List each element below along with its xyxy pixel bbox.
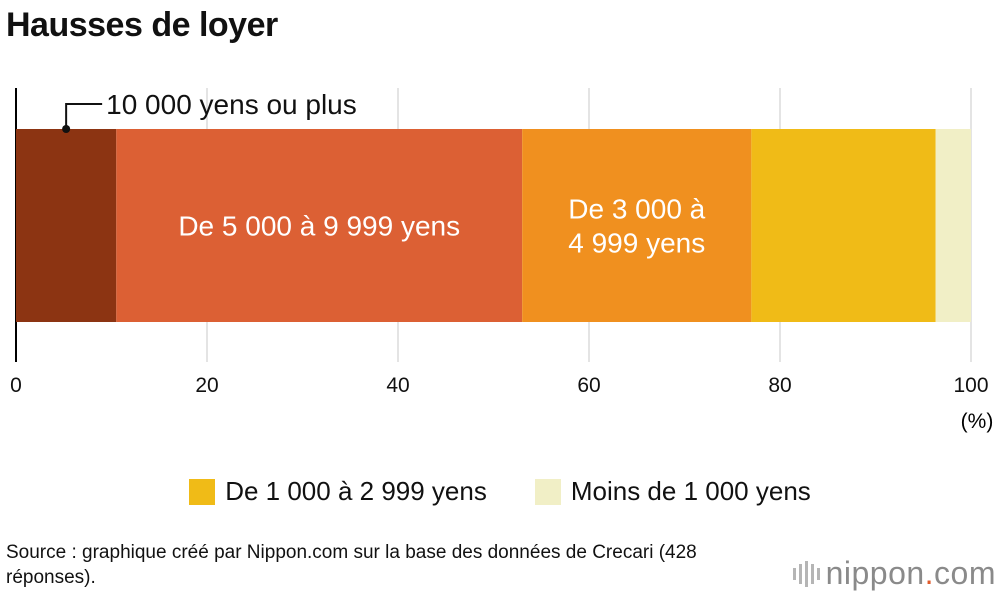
callout-dot	[62, 125, 71, 133]
tick-label-100: 100	[953, 374, 988, 397]
logo-suffix: com	[934, 555, 996, 591]
legend-label: Moins de 1 000 yens	[570, 476, 811, 506]
bar-segments	[16, 129, 971, 322]
tick-label-0: 0	[10, 374, 22, 397]
bar-segment-4	[935, 129, 971, 322]
stacked-bar-chart: 10 000 yens ou plus De 5 000 à 9 999 yens…	[10, 88, 994, 433]
x-unit-label: (%)	[961, 410, 994, 433]
bar-segment-3	[751, 129, 936, 322]
legend: De 1 000 à 2 999 yens Moins de 1 000 yens	[0, 476, 1000, 507]
tick-label-80: 80	[768, 374, 791, 397]
bar-segment-1	[116, 129, 523, 322]
bar-segment-0	[16, 129, 117, 322]
bar-segment-2	[522, 129, 752, 322]
x-tick-labels: 0 20 40 60 80 100	[10, 374, 988, 397]
tick-label-60: 60	[577, 374, 600, 397]
tick-label-20: 20	[195, 374, 218, 397]
legend-swatch	[534, 478, 561, 505]
legend-swatch	[189, 478, 216, 505]
legend-item-1: Moins de 1 000 yens	[534, 476, 811, 507]
chart-title: Hausses de loyer	[6, 6, 278, 44]
segment-label-0: 10 000 yens ou plus	[106, 89, 357, 120]
segment-labels: 10 000 yens ou plus De 5 000 à 9 999 yens…	[62, 89, 706, 259]
legend-item-0: De 1 000 à 2 999 yens	[189, 476, 487, 507]
logo-bars-icon	[792, 560, 820, 587]
tick-label-40: 40	[386, 374, 409, 397]
source-note: Source : graphique créé par Nippon.com s…	[6, 542, 697, 588]
nippon-logo: nippon.com	[792, 555, 996, 592]
legend-label: De 1 000 à 2 999 yens	[225, 476, 487, 506]
logo-name: nippon	[825, 555, 925, 591]
callout-leader	[65, 103, 103, 129]
segment-label-1: De 5 000 à 9 999 yens	[178, 211, 460, 242]
